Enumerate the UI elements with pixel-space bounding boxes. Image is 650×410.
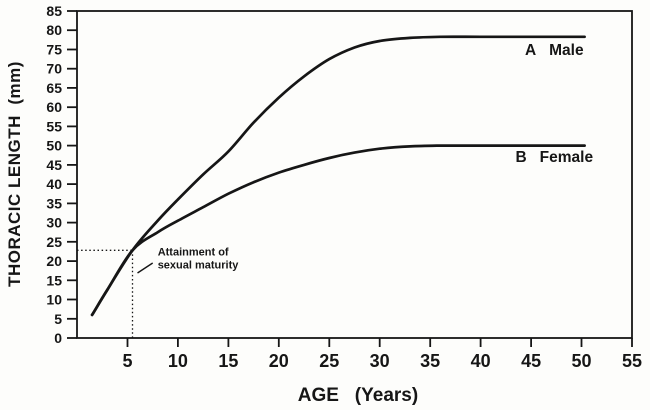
annotation-line2: sexual maturity [158, 259, 240, 271]
plot-border [76, 10, 633, 339]
x-tick-label: 55 [622, 351, 642, 371]
y-tick-label: 45 [46, 157, 62, 173]
x-tick-label: 30 [370, 351, 390, 371]
y-tick-label: 80 [46, 22, 62, 38]
y-tick-label: 35 [46, 195, 62, 211]
y-tick-label: 40 [46, 176, 62, 192]
growth-curves: A Male B Female [90, 35, 594, 317]
x-tick-label: 50 [571, 351, 591, 371]
maturity-guide-lines [77, 249, 134, 338]
x-tick-label: 40 [471, 351, 491, 371]
y-axis-ticks: 0 5 10 15 20 25 30 35 40 45 50 55 60 65 70 75 80 85 [46, 3, 77, 346]
female-curve-label: B Female [516, 149, 594, 166]
y-tick-label: 5 [54, 311, 62, 327]
female-curve [90, 144, 586, 317]
y-tick-label: 0 [54, 330, 62, 346]
x-tick-label: 45 [521, 351, 541, 371]
x-tick-label: 5 [122, 351, 132, 371]
x-tick-label: 25 [319, 351, 339, 371]
y-tick-label: 50 [46, 138, 62, 154]
y-tick-label: 65 [46, 80, 62, 96]
x-axis-title: AGE (Years) [298, 385, 418, 406]
annotation-line1: Attainment of [158, 246, 229, 258]
y-tick-label: 55 [46, 118, 62, 134]
y-tick-label: 10 [46, 292, 62, 308]
y-tick-label: 30 [46, 215, 62, 231]
x-tick-label: 35 [420, 351, 440, 371]
x-tick-label: 15 [218, 351, 238, 371]
x-axis-ticks: 5 10 15 20 25 30 35 40 45 50 55 [122, 338, 642, 371]
y-tick-label: 15 [46, 272, 62, 288]
male-curve-label: A Male [525, 42, 584, 59]
male-curve [90, 35, 586, 317]
x-tick-label: 20 [269, 351, 289, 371]
y-tick-label: 20 [46, 253, 62, 269]
y-tick-label: 60 [46, 99, 62, 115]
y-tick-label: 85 [46, 3, 62, 19]
annotation-leader-line [137, 262, 154, 274]
y-tick-label: 25 [46, 234, 62, 250]
y-tick-label: 70 [46, 61, 62, 77]
y-axis-title: THORACIC LENGTH (mm) [5, 61, 24, 287]
x-tick-label: 10 [168, 351, 188, 371]
y-tick-label: 75 [46, 42, 62, 58]
